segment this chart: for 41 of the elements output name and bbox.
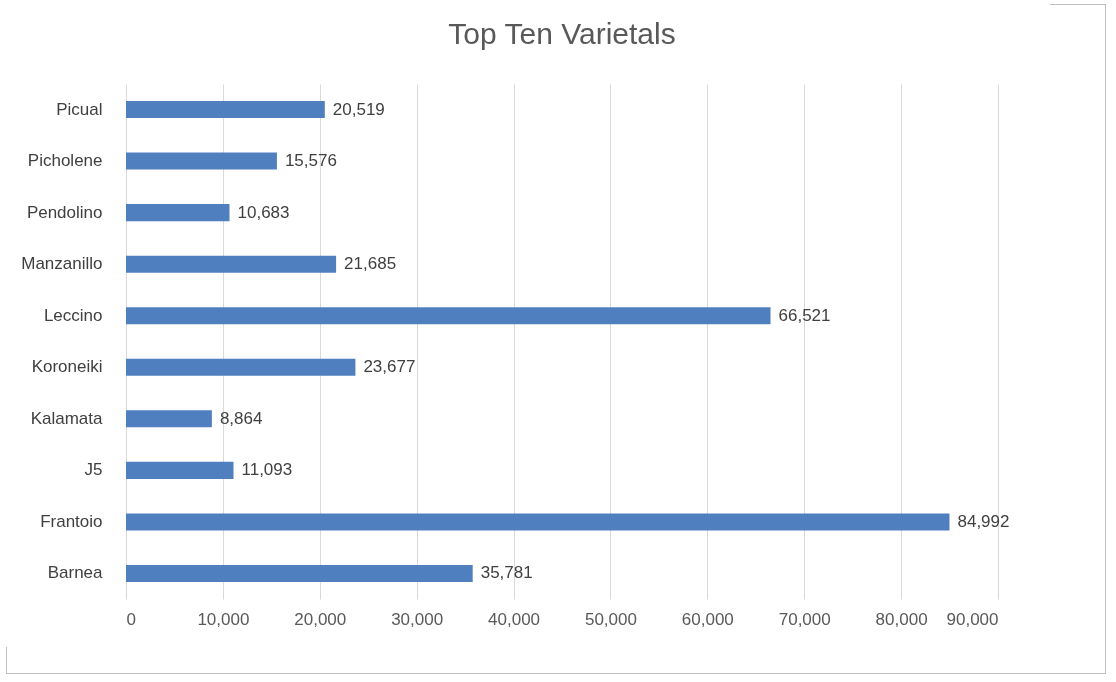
bar bbox=[126, 152, 277, 170]
x-tick-label: 80,000 bbox=[875, 609, 928, 629]
y-tick-label: Frantoio bbox=[40, 511, 103, 531]
x-tick-label: 70,000 bbox=[778, 609, 831, 629]
chart-title: Top Ten Varietals bbox=[448, 17, 676, 50]
bar bbox=[126, 513, 950, 531]
x-tick-label: 60,000 bbox=[681, 609, 734, 629]
x-tick-label: 30,000 bbox=[391, 609, 444, 629]
bar bbox=[126, 410, 212, 428]
data-label: 11,093 bbox=[241, 460, 293, 480]
data-label: 10,683 bbox=[237, 202, 290, 222]
bar bbox=[126, 358, 356, 376]
data-label: 66,521 bbox=[778, 305, 831, 325]
data-label: 23,677 bbox=[363, 357, 416, 377]
x-tick-label: 20,000 bbox=[294, 609, 347, 629]
data-label: 35,781 bbox=[480, 563, 533, 583]
y-tick-label: J5 bbox=[84, 460, 103, 480]
bar bbox=[126, 461, 234, 479]
y-tick-label: Kalamata bbox=[30, 408, 104, 428]
y-tick-label: Picholene bbox=[27, 151, 103, 171]
bar bbox=[126, 101, 325, 119]
data-label: 84,992 bbox=[957, 511, 1010, 531]
x-tick-label: 10,000 bbox=[197, 609, 250, 629]
y-tick-label: Manzanillo bbox=[21, 254, 103, 274]
data-label: 20,519 bbox=[332, 99, 385, 119]
bar bbox=[126, 255, 337, 273]
bar bbox=[126, 204, 230, 222]
y-tick-label: Leccino bbox=[43, 305, 103, 325]
y-tick-label: Picual bbox=[56, 99, 103, 119]
x-tick-label: 40,000 bbox=[488, 609, 541, 629]
bar bbox=[126, 307, 771, 325]
x-tick-label: 50,000 bbox=[584, 609, 637, 629]
data-label: 8,864 bbox=[219, 408, 263, 428]
y-tick-label: Pendolino bbox=[26, 202, 103, 222]
x-tick-label: 90,000 bbox=[946, 609, 999, 629]
data-label: 15,576 bbox=[284, 151, 337, 171]
bar bbox=[126, 564, 473, 582]
y-tick-label: Koroneiki bbox=[31, 357, 103, 377]
data-label: 21,685 bbox=[344, 254, 397, 274]
x-tick-label: 0 bbox=[126, 609, 136, 629]
y-tick-label: Barnea bbox=[47, 563, 104, 583]
